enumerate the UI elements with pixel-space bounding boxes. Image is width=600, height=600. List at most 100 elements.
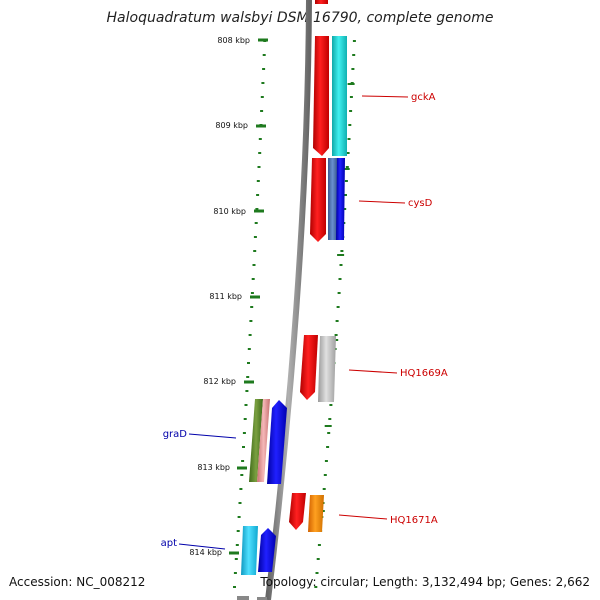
scale-dot xyxy=(255,208,259,210)
tick-label: 811 kbp xyxy=(209,292,242,301)
scale-dot xyxy=(250,292,254,294)
scale-dot xyxy=(344,194,347,196)
scale-dot xyxy=(349,110,353,112)
gene-label-apt[interactable]: apt xyxy=(161,538,177,549)
scale-dot xyxy=(345,166,349,168)
scale-dot xyxy=(237,516,241,518)
scale-dot xyxy=(338,278,342,280)
gene-arrow[interactable] xyxy=(257,597,267,600)
scale-dot xyxy=(348,124,352,126)
scale-dot xyxy=(256,194,260,196)
scale-dot xyxy=(251,278,255,280)
scale-dot xyxy=(242,432,246,434)
gene-arrow[interactable] xyxy=(308,495,324,532)
scale-dot xyxy=(322,488,326,490)
scale-dot xyxy=(349,96,353,98)
scale-dot xyxy=(246,376,250,378)
tick-label: 810 kbp xyxy=(213,207,246,216)
gene-label-graD[interactable]: graD xyxy=(163,429,188,440)
scale-dot xyxy=(261,82,265,84)
scale-dot xyxy=(327,432,331,434)
scale-dot xyxy=(258,152,262,154)
scale-dot xyxy=(233,572,237,574)
gene-arrow[interactable] xyxy=(336,158,345,240)
tick-label: 813 kbp xyxy=(197,463,230,472)
gene-arrow[interactable] xyxy=(258,528,276,572)
scale-dot xyxy=(252,264,256,266)
gene-arrow[interactable] xyxy=(328,158,337,240)
scale-dot xyxy=(315,572,319,574)
scale-dot xyxy=(253,236,257,238)
page-title: Haloquadratum walsbyi DSM 16790, complet… xyxy=(106,10,494,26)
scale-dot xyxy=(351,68,355,70)
scale-dot xyxy=(254,222,258,224)
scale-dot xyxy=(256,180,260,182)
scale-dot xyxy=(337,292,341,294)
gene-arrow[interactable] xyxy=(289,493,306,530)
scale-dot xyxy=(316,558,320,560)
gene-arrow[interactable] xyxy=(315,0,328,4)
scale-dot xyxy=(249,320,253,322)
scale-dot xyxy=(239,488,243,490)
label-leader-line xyxy=(348,369,398,374)
scale-dot xyxy=(352,40,356,42)
scale-dot xyxy=(233,586,236,588)
scale-dot xyxy=(329,404,333,406)
scale-dot xyxy=(242,446,245,448)
gene-arrow[interactable] xyxy=(249,399,263,482)
gene-label-cysD[interactable]: cysD xyxy=(408,198,433,209)
scale-dot xyxy=(340,250,344,252)
gene-label-HQ1671A[interactable]: HQ1671A xyxy=(390,515,438,526)
tick-label: 809 kbp xyxy=(215,121,248,130)
gene-arrow[interactable] xyxy=(241,526,258,575)
scale-dot xyxy=(234,558,238,560)
gene-arrow[interactable] xyxy=(237,596,249,600)
gene-arrow[interactable] xyxy=(257,399,270,482)
accession-text: Accession: NC_008212 xyxy=(9,575,146,589)
tick-marks xyxy=(229,38,268,555)
scale-dot xyxy=(336,306,340,308)
tick-label: 812 kbp xyxy=(203,377,236,386)
scale-dot xyxy=(241,460,245,462)
scale-dot xyxy=(238,502,242,504)
scale-dot xyxy=(343,208,347,210)
scale-dot xyxy=(346,152,350,154)
scale-dot xyxy=(328,418,332,420)
scale-dot xyxy=(314,586,318,588)
gene-label-HQ1669A[interactable]: HQ1669A xyxy=(400,368,448,379)
scale-dot xyxy=(324,425,332,427)
scale-dot xyxy=(324,460,328,462)
label-leader-line xyxy=(178,543,226,550)
gene-arrow[interactable] xyxy=(332,36,347,156)
tick-label: 814 kbp xyxy=(189,548,222,557)
topology-summary-text: Topology: circular; Length: 3,132,494 bp… xyxy=(260,575,590,589)
scale-dot xyxy=(258,138,262,140)
scale-dot xyxy=(323,474,327,476)
gene-arrow[interactable] xyxy=(300,335,318,400)
scale-dot xyxy=(248,334,252,336)
label-leader-line xyxy=(361,95,409,98)
scale-dot xyxy=(260,110,264,112)
scale-dot xyxy=(244,404,248,406)
scale-dot xyxy=(253,250,257,252)
scale-dot xyxy=(337,254,345,256)
scale-dot xyxy=(235,544,239,546)
scale-dot xyxy=(250,306,254,308)
scale-dot xyxy=(262,68,266,70)
tick-label: 808 kbp xyxy=(217,36,250,45)
scale-dot xyxy=(339,264,343,266)
scale-dot xyxy=(236,530,240,532)
gene-arrow[interactable] xyxy=(313,36,329,156)
gene-arrow[interactable] xyxy=(267,400,287,484)
scale-dot xyxy=(257,166,261,168)
gene-arrow[interactable] xyxy=(310,158,326,242)
gene-arrows[interactable] xyxy=(237,0,347,600)
scale-dot xyxy=(344,180,348,182)
gene-label-gckA[interactable]: gckA xyxy=(411,92,436,103)
scale-dot xyxy=(334,334,338,336)
scale-dot xyxy=(347,138,351,140)
scale-dot xyxy=(247,362,250,364)
gene-arrow[interactable] xyxy=(318,336,336,402)
scale-dot xyxy=(240,474,244,476)
scale-dot xyxy=(262,54,266,56)
